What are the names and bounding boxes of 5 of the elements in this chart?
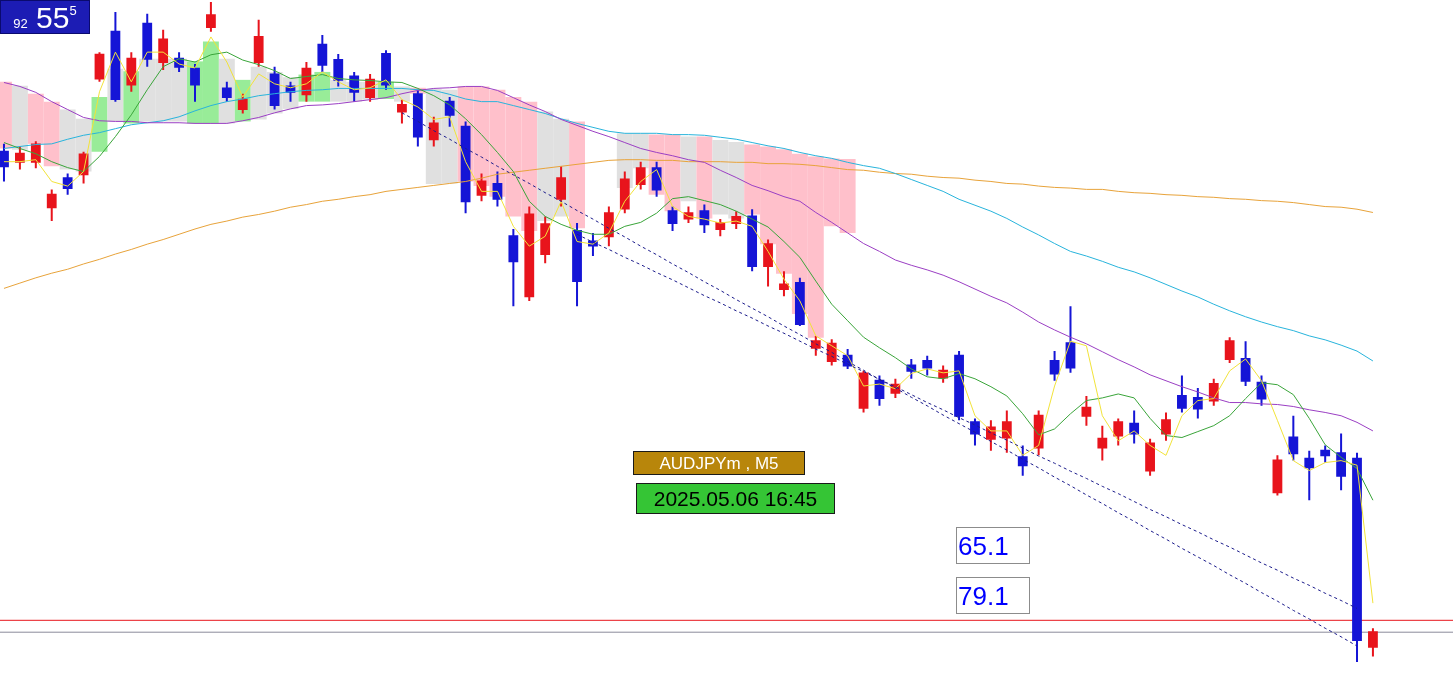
annotation: 92 55$^{5}$: [13, 0, 77, 34]
annotation: 2025.05.06 16:45: [653, 487, 818, 510]
annotation: AUDJPYm , M5: [659, 453, 779, 473]
annotation: 65.1: [958, 530, 1009, 561]
annotation: 79.1: [958, 580, 1009, 611]
